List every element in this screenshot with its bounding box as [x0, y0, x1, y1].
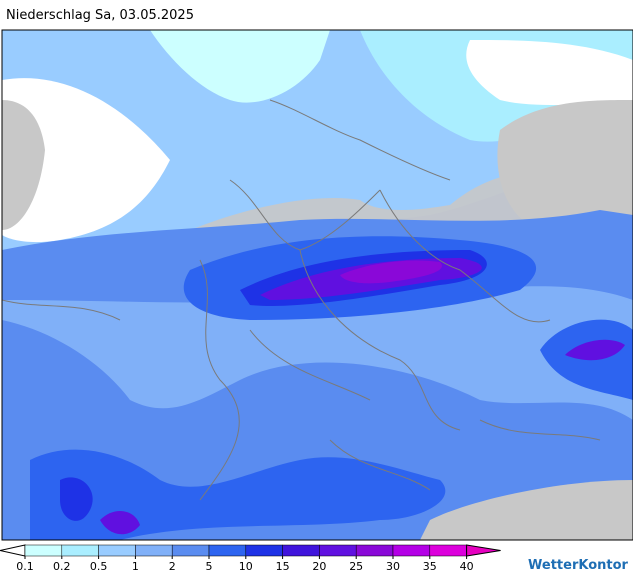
- legend-tick-label: 0.2: [53, 560, 71, 573]
- legend-tick-label: 30: [386, 560, 400, 573]
- map: [1, 29, 633, 541]
- legend-swatch: [245, 544, 283, 557]
- legend-swatch: [355, 544, 394, 557]
- legend-swatch: [466, 544, 501, 557]
- legend-tick-label: 20: [312, 560, 326, 573]
- legend-tick-label: 1: [132, 560, 139, 573]
- title: Niederschlag Sa, 03.05.2025: [6, 8, 194, 23]
- legend-swatch: [392, 544, 431, 557]
- legend-tick-label: 40: [460, 560, 474, 573]
- legend-tick-label: 10: [239, 560, 253, 573]
- legend-tick-label: 35: [423, 560, 437, 573]
- legend-swatch: [429, 544, 467, 557]
- legend-swatch: [135, 544, 173, 557]
- legend-tick-label: 0.5: [90, 560, 108, 573]
- legend-swatch: [208, 544, 247, 557]
- legend-tick-label: 2: [169, 560, 176, 573]
- legend-swatch: [319, 544, 357, 557]
- legend-tick-label: 0.1: [16, 560, 34, 573]
- legend-swatch: [24, 544, 63, 557]
- legend-tick-label: 25: [349, 560, 363, 573]
- legend-swatch: [0, 544, 26, 557]
- brand: WetterKontor: [528, 558, 629, 573]
- legend-swatch: [98, 544, 136, 557]
- legend-swatch: [61, 544, 99, 557]
- legend-swatch: [171, 544, 210, 557]
- legend-tick-label: 15: [276, 560, 290, 573]
- legend: 0.1 0.2 0.5 1 2 5 10 15 20 25 30 35 40: [0, 544, 501, 573]
- legend-swatch: [282, 544, 320, 557]
- legend-tick-label: 5: [206, 560, 213, 573]
